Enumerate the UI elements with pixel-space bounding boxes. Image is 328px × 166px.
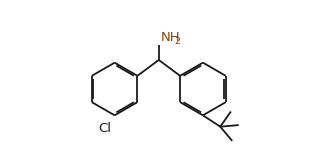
Text: 2: 2 [174,37,181,46]
Text: Cl: Cl [98,122,111,135]
Text: NH: NH [160,31,180,44]
